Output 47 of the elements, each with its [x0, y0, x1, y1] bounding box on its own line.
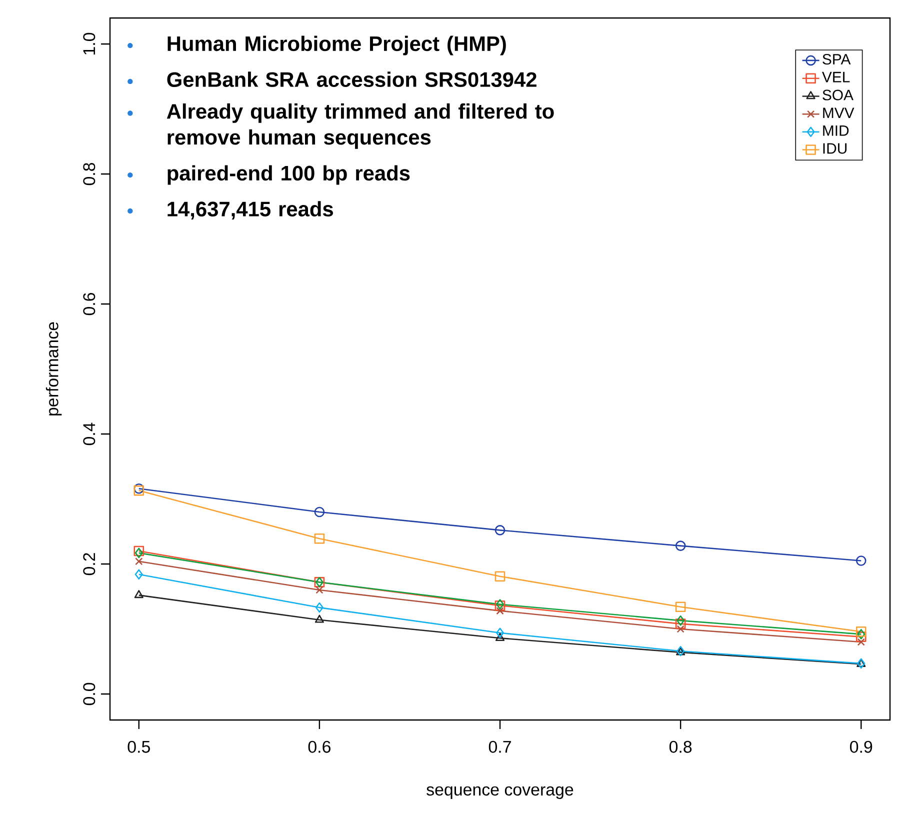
y-tick-label: 0.8	[83, 162, 96, 186]
y-tick-label: 0.2	[83, 553, 96, 576]
point	[494, 571, 506, 582]
point	[675, 618, 686, 629]
point	[496, 628, 504, 638]
annotation: GenBank SRA accession SRS013942	[167, 72, 536, 88]
annotation: Already quality trimmed and filtered to remove human sequences	[166, 103, 554, 149]
x-tick-label: 0.8	[669, 740, 692, 753]
point	[135, 558, 143, 566]
y-tick-label: 0.0	[83, 682, 96, 706]
point	[494, 525, 506, 536]
point	[676, 625, 684, 633]
point	[676, 615, 685, 626]
x-tick-label: 0.7	[488, 740, 511, 753]
annotation: Human Microbiome Project (HMP)	[168, 36, 506, 56]
point	[675, 540, 686, 551]
y-tick-label: 0.6	[83, 292, 96, 316]
point	[134, 569, 143, 580]
point	[496, 606, 504, 615]
point	[675, 602, 686, 612]
y-tick-label: 1.0	[83, 32, 96, 54]
point	[314, 534, 325, 544]
point	[857, 629, 866, 640]
point	[314, 506, 325, 518]
legend-label: VEL	[822, 72, 850, 82]
point	[856, 556, 866, 566]
y-axis-title: performance	[46, 322, 62, 416]
point	[856, 632, 866, 642]
legend-label: MVV	[823, 108, 854, 118]
annotation: 14,637,415 reads	[168, 201, 333, 220]
x-axis-title: sequence coverage	[426, 786, 574, 799]
legend-label: MID	[823, 126, 849, 136]
legend-label: SPA	[822, 54, 851, 65]
x-tick-label: 0.9	[850, 740, 872, 753]
y-tick-label: 0.4	[83, 422, 96, 446]
point	[857, 638, 865, 646]
annotation: paired-end 100 bp reads	[168, 165, 410, 185]
point	[856, 626, 866, 637]
legend-label: IDU	[823, 143, 847, 154]
point	[495, 632, 505, 641]
legend-label: SOA	[822, 90, 854, 100]
point	[315, 602, 324, 613]
point	[314, 614, 324, 623]
point	[134, 590, 144, 598]
x-tick-label: 0.5	[128, 740, 150, 753]
x-tick-label: 0.6	[308, 740, 330, 753]
point	[316, 586, 324, 594]
